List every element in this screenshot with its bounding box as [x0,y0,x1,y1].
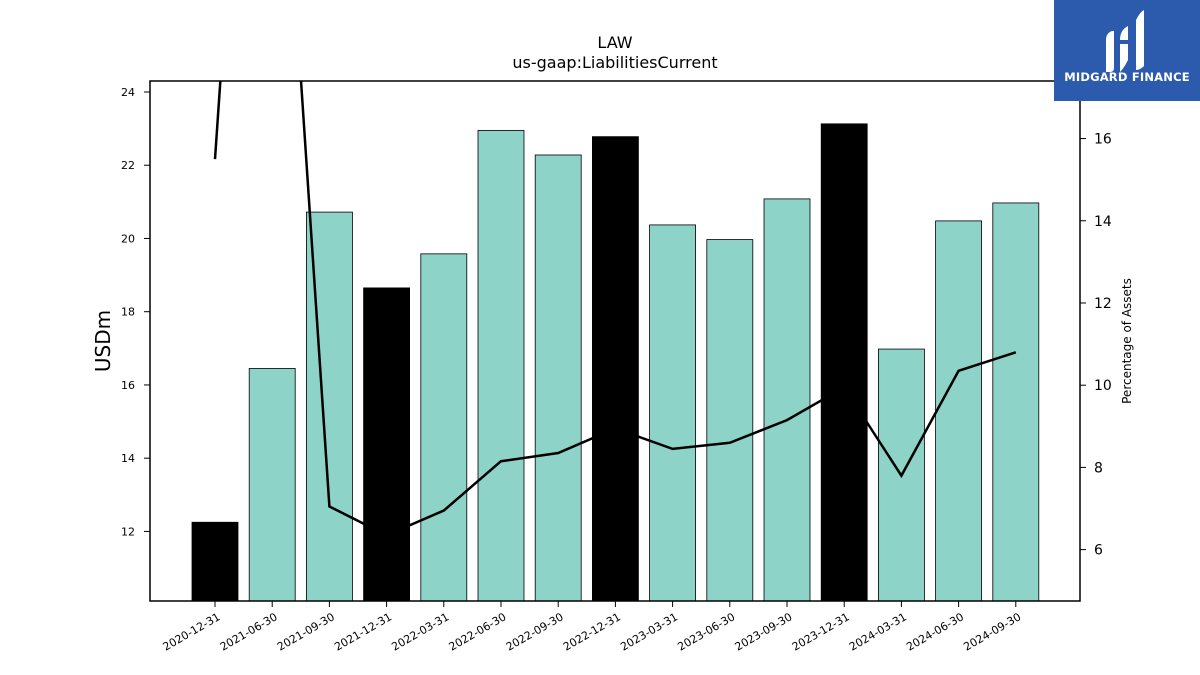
x-tick-label: 2023-06-30 [675,610,737,653]
x-tick-label: 2020-12-31 [161,610,223,653]
y-tick-label: 22 [121,159,135,172]
x-tick-label: 2022-09-30 [504,610,566,653]
y-tick-label: 16 [121,379,135,392]
midgard-logo-icon [1106,10,1144,72]
bar-2023-06-30 [706,239,754,602]
x-tick-label: 2024-03-31 [847,610,909,653]
brand-name: MIDGARD FINANCE [1064,70,1190,84]
y-axis-label: USDm [91,310,115,372]
y-tick-label: 12 [121,525,135,538]
bar-2020-12-31 [191,521,239,602]
bar-2023-09-30 [763,198,811,602]
x-tick-label: 2023-03-31 [618,610,680,653]
x-tick-label: 2022-03-31 [389,610,451,653]
y-tick-label: 14 [121,452,135,465]
bar-2022-09-30 [534,154,582,602]
x-axis: 2020-12-312021-06-302021-09-302021-12-31… [161,601,1023,654]
y2-axis-label: Percentage of Assets [1120,278,1134,404]
line-group [213,81,1017,537]
x-tick-label: 2021-12-31 [332,610,394,653]
x-tick-label: 2021-06-30 [218,610,280,653]
y-tick-label: 20 [121,232,135,245]
x-tick-label: 2022-06-30 [447,610,509,653]
y2-tick-label: 8 [1094,460,1103,476]
line-series-pct-assets [213,81,1017,537]
bar-2023-12-31 [820,123,868,602]
y-tick-label: 18 [121,306,135,319]
y-axis-left: 12 14 16 18 20 22 24 [121,86,150,538]
x-tick-label: 2021-09-30 [275,610,337,653]
y2-tick-label: 16 [1094,132,1112,148]
x-tick-label: 2024-09-30 [961,610,1023,653]
brand-logo: MIDGARD FINANCE [1054,0,1200,101]
bars-group [191,123,1040,602]
y2-tick-label: 14 [1094,214,1112,230]
y2-tick-label: 12 [1094,296,1112,312]
bar-2021-12-31 [363,287,411,602]
bar-2024-09-30 [992,202,1040,602]
x-tick-label: 2023-12-31 [790,610,852,653]
y2-tick-label: 10 [1094,378,1112,394]
x-tick-label: 2024-06-30 [904,610,966,653]
x-tick-label: 2022-12-31 [561,610,623,653]
y-tick-label: 24 [121,86,135,99]
bar-2023-03-31 [649,224,696,602]
bar-2021-06-30 [248,368,296,602]
bar-2022-06-30 [477,130,525,602]
chart-title: LAW [597,33,632,52]
x-tick-label: 2023-09-30 [733,610,795,653]
bar-2022-03-31 [420,253,468,602]
y-axis-right: 6 8 10 12 14 16 [1080,132,1112,559]
chart-subtitle: us-gaap:LiabilitiesCurrent [512,53,717,72]
y2-tick-label: 6 [1094,543,1103,559]
bar-2024-06-30 [935,220,982,602]
bar-2022-12-31 [592,136,639,602]
